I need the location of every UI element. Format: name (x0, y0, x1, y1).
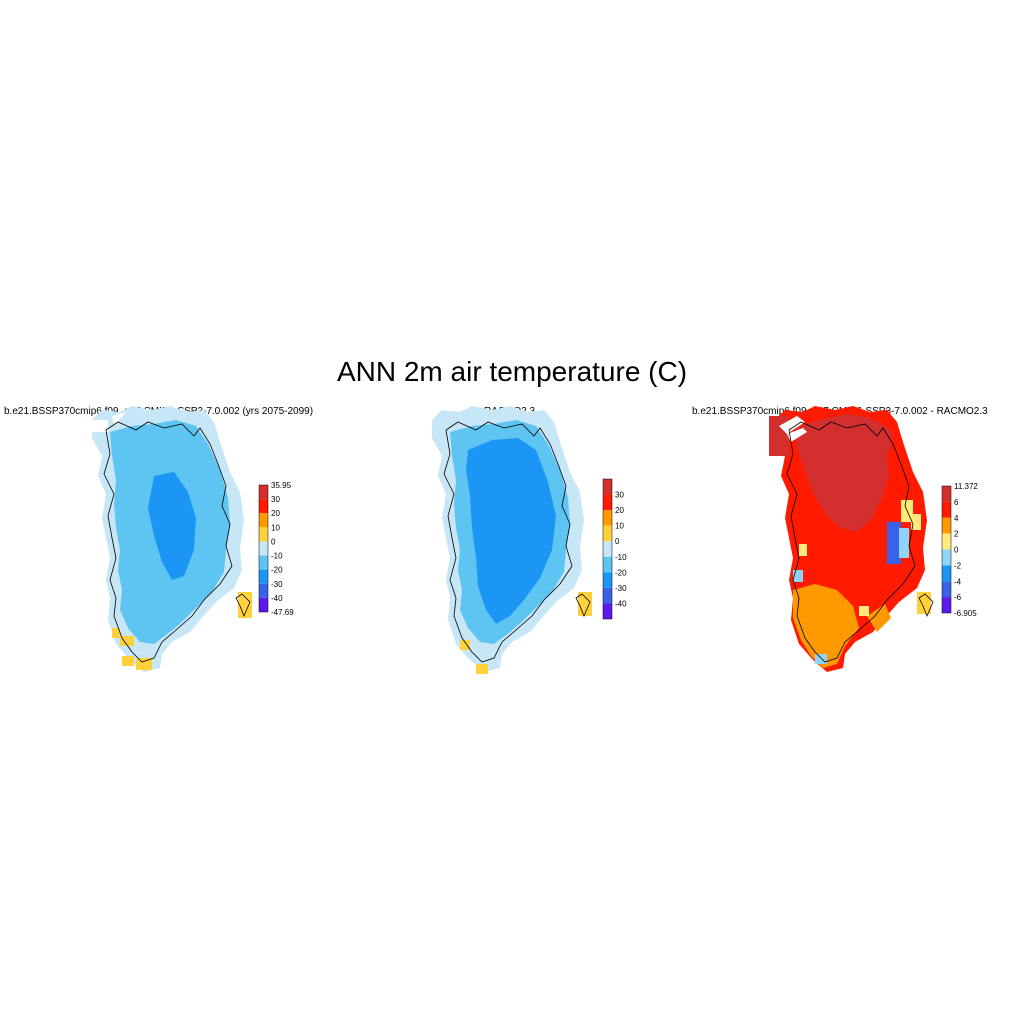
colorbar-frame (258, 484, 269, 613)
panel-3-colorbar: 11.372 6 4 2 0 -2 -4 -6 -6.905 (941, 482, 978, 618)
colorbar-segment (942, 549, 951, 566)
colorbar-segment (603, 603, 612, 619)
colorbar-segment (603, 510, 612, 526)
colorbar-segment (259, 485, 268, 500)
colorbar-segment (942, 597, 951, 613)
figure-title: ANN 2m air temperature (C) (336, 356, 688, 387)
colorbar-label: 6 (954, 498, 959, 507)
colorbar-label: 20 (615, 506, 624, 515)
colorbar-label: 0 (954, 546, 959, 555)
colorbar-label: -40 (271, 594, 283, 603)
panel-1-map (92, 406, 252, 672)
colorbar-segment (603, 556, 612, 573)
colorbar-label: -47.69 (271, 608, 294, 617)
colorbar-segment (259, 499, 268, 514)
colorbar-segment (942, 565, 951, 582)
colorbar-segment (942, 501, 951, 518)
colorbar-segment (259, 527, 268, 542)
colorbar-segment (259, 513, 268, 528)
colorbar-label: 10 (271, 523, 280, 532)
colorbar-segment (942, 581, 951, 598)
colorbar-frame (941, 485, 952, 614)
colorbar-label: 30 (271, 495, 280, 504)
colorbar-label: -4 (954, 577, 962, 586)
colorbar-label: -6 (954, 593, 962, 602)
colorbar-segment (259, 583, 268, 598)
panel-3-map (769, 406, 934, 672)
colorbar-label: -10 (615, 553, 627, 562)
colorbar-label: -10 (271, 552, 283, 561)
panel-2-map (432, 406, 592, 674)
colorbar-label: 20 (271, 509, 280, 518)
colorbar-label: -2 (954, 561, 962, 570)
colorbar-segment (603, 587, 612, 604)
colorbar-segment (942, 486, 951, 502)
colorbar-label: 0 (271, 537, 276, 546)
colorbar-label: 11.372 (954, 482, 978, 491)
colorbar-segment (603, 479, 612, 495)
colorbar-segment (942, 517, 951, 534)
colorbar-label: -30 (615, 584, 627, 593)
colorbar-segment (603, 494, 612, 511)
colorbar-segment (942, 533, 951, 550)
colorbar-label: 0 (615, 537, 620, 546)
panel-1-colorbar: 35.95 30 20 10 0 -10 -20 -30 -40 -47.69 (258, 481, 294, 617)
colorbar-segment (259, 597, 268, 612)
colorbar-label: -30 (271, 580, 283, 589)
colorbar-label: 10 (615, 522, 624, 531)
colorbar-segment (259, 541, 268, 556)
panel-2-colorbar: 30 20 10 0 -10 -20 -30 -40 (602, 478, 627, 620)
colorbar-label: 35.95 (271, 481, 292, 490)
colorbar-label: -6.905 (954, 609, 977, 618)
colorbar-label: 4 (954, 514, 959, 523)
colorbar-segment (603, 525, 612, 542)
colorbar-segment (259, 555, 268, 570)
colorbar-frame (602, 478, 613, 620)
colorbar-label: 2 (954, 530, 959, 539)
colorbar-label: 30 (615, 491, 624, 500)
colorbar-label: -40 (615, 599, 627, 608)
colorbar-segment (603, 541, 612, 557)
colorbar-label: -20 (271, 566, 283, 575)
colorbar-segment (603, 572, 612, 588)
colorbar-label: -20 (615, 568, 627, 577)
colorbar-segment (259, 569, 268, 584)
